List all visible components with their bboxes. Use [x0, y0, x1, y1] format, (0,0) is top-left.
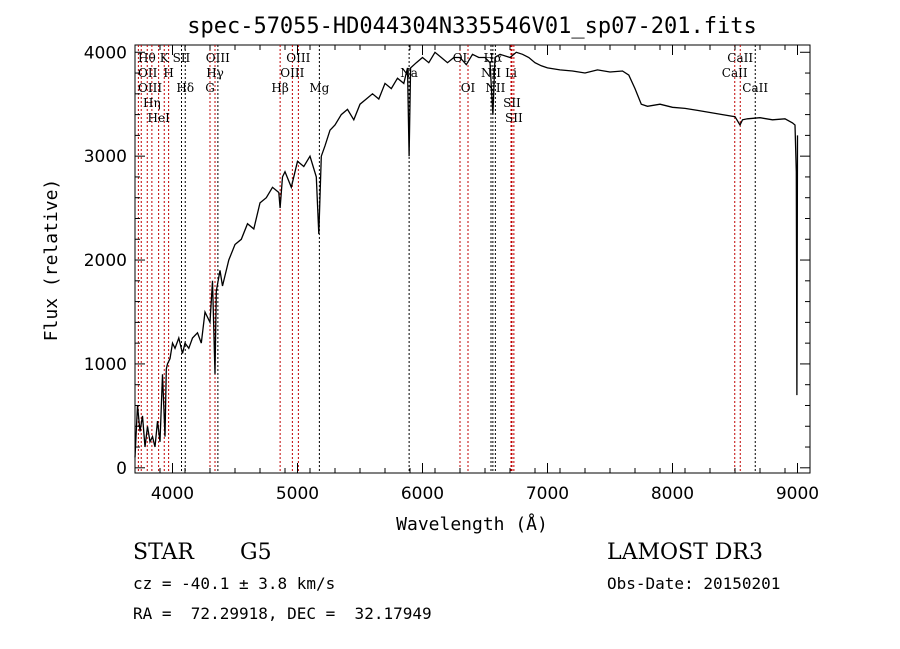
object-class: STAR — [133, 540, 194, 565]
survey-label: LAMOST DR3 — [607, 540, 763, 565]
spectral-line-label: Na — [400, 66, 418, 80]
redshift-text: cz = -40.1 ± 3.8 km/s — [133, 574, 336, 593]
spectrum-line — [134, 51, 799, 458]
spectral-line-label: CaII — [722, 66, 748, 80]
x-tick-label: 8000 — [651, 484, 694, 504]
y-tick-label: 1000 — [84, 355, 127, 375]
y-axis-label: Flux (relative) — [41, 179, 62, 342]
chart-title: spec-57055-HD044304N335546V01_sp07-201.f… — [187, 14, 757, 39]
spectral-line-label: CaII — [742, 81, 768, 95]
spectral-line-label: HeI — [148, 111, 171, 125]
spectral-line-label: Hη — [143, 96, 161, 110]
spectral-line-label: Hβ — [271, 81, 288, 95]
x-tick-label: 6000 — [401, 484, 444, 504]
spectral-line-label: SII — [173, 51, 191, 65]
y-tick-label: 4000 — [84, 43, 127, 63]
x-tick-label: 9000 — [776, 484, 819, 504]
spectral-line-label: K — [160, 51, 170, 65]
spectral-line-label: NII — [485, 81, 505, 95]
spectral-line-label: Li — [505, 66, 517, 80]
x-tick-label: 7000 — [526, 484, 569, 504]
plot-frame — [134, 44, 811, 474]
spectral-line-label: OIII — [286, 51, 310, 65]
obs-date-text: Obs-Date: 20150201 — [607, 574, 781, 593]
y-tick-label: 3000 — [84, 147, 127, 167]
spectral-line-label: OIII — [280, 66, 304, 80]
spectral-line-label: OIII — [206, 51, 230, 65]
spectral-line-label: SII — [505, 111, 523, 125]
x-tick-label: 4000 — [151, 484, 194, 504]
spectral-line-label: SII — [503, 96, 521, 110]
spectral-line-label: Mg — [309, 81, 329, 95]
spectral-line-label: H — [163, 66, 173, 80]
spectral-line-label: G — [205, 81, 215, 95]
x-tick-label: 5000 — [276, 484, 319, 504]
spectral-line-label: OIII — [138, 81, 162, 95]
spectral-line-label: CaII — [727, 51, 753, 65]
spectral-line-label: Hγ — [206, 66, 224, 80]
spectral-line-label: OII — [138, 66, 158, 80]
spectral-line-label: OI — [461, 81, 476, 95]
spectral-line-label: Hθ — [138, 51, 156, 65]
spectral-line-label: Hδ — [176, 81, 194, 95]
y-tick-label: 0 — [116, 459, 127, 479]
x-axis-label: Wavelength (Å) — [396, 513, 548, 535]
spectral-line-label: Hα — [484, 51, 503, 65]
object-subclass: G5 — [240, 540, 272, 565]
radec-text: RA = 72.29918, DEC = 32.17949 — [133, 604, 432, 623]
axis-ticks: 4000 5000 6000 7000 8000 9000 0 1000 2000 3000 400… — [84, 43, 819, 504]
y-tick-label: 2000 — [84, 251, 127, 271]
